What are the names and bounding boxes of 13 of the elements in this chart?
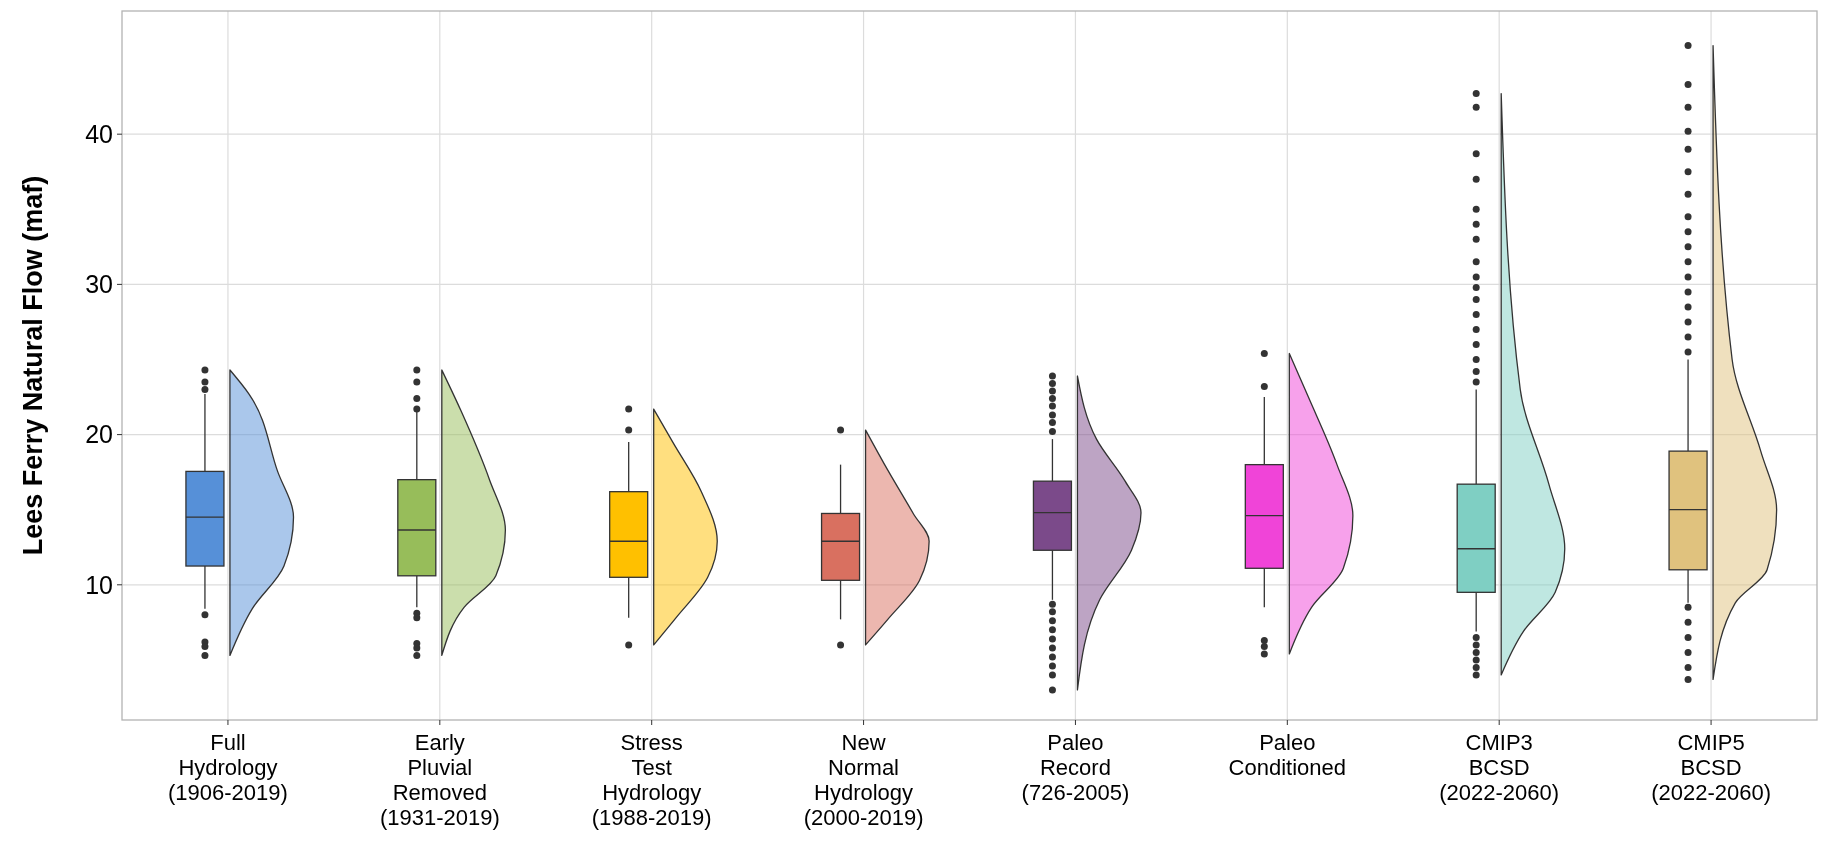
x-tick-label: CMIP3 BCSD (2022-2060) [1439, 730, 1560, 805]
x-tick-label: Paleo Record (726-2005) [1021, 730, 1130, 805]
x-tick-label: CMIP5 BCSD (2022-2060) [1651, 730, 1771, 805]
x-tick-label: Full Hydrology (1906-2019) [168, 730, 288, 805]
y-tick-label: 10 [85, 570, 113, 599]
y-tick-label: 30 [85, 270, 113, 299]
x-tick-label: Early Pluvial Removed (1931-2019) [379, 730, 500, 830]
y-axis-title: Lees Ferry Natural Flow (maf) [18, 175, 48, 556]
x-tick-label: Paleo Conditioned [1228, 730, 1347, 780]
y-tick-label: 40 [85, 119, 113, 148]
y-tick-label: 20 [85, 420, 113, 449]
x-tick-label: Stress Test Hydrology (1988-2019) [591, 730, 712, 830]
x-tick-label: New Normal Hydrology (2000-2019) [803, 730, 924, 830]
